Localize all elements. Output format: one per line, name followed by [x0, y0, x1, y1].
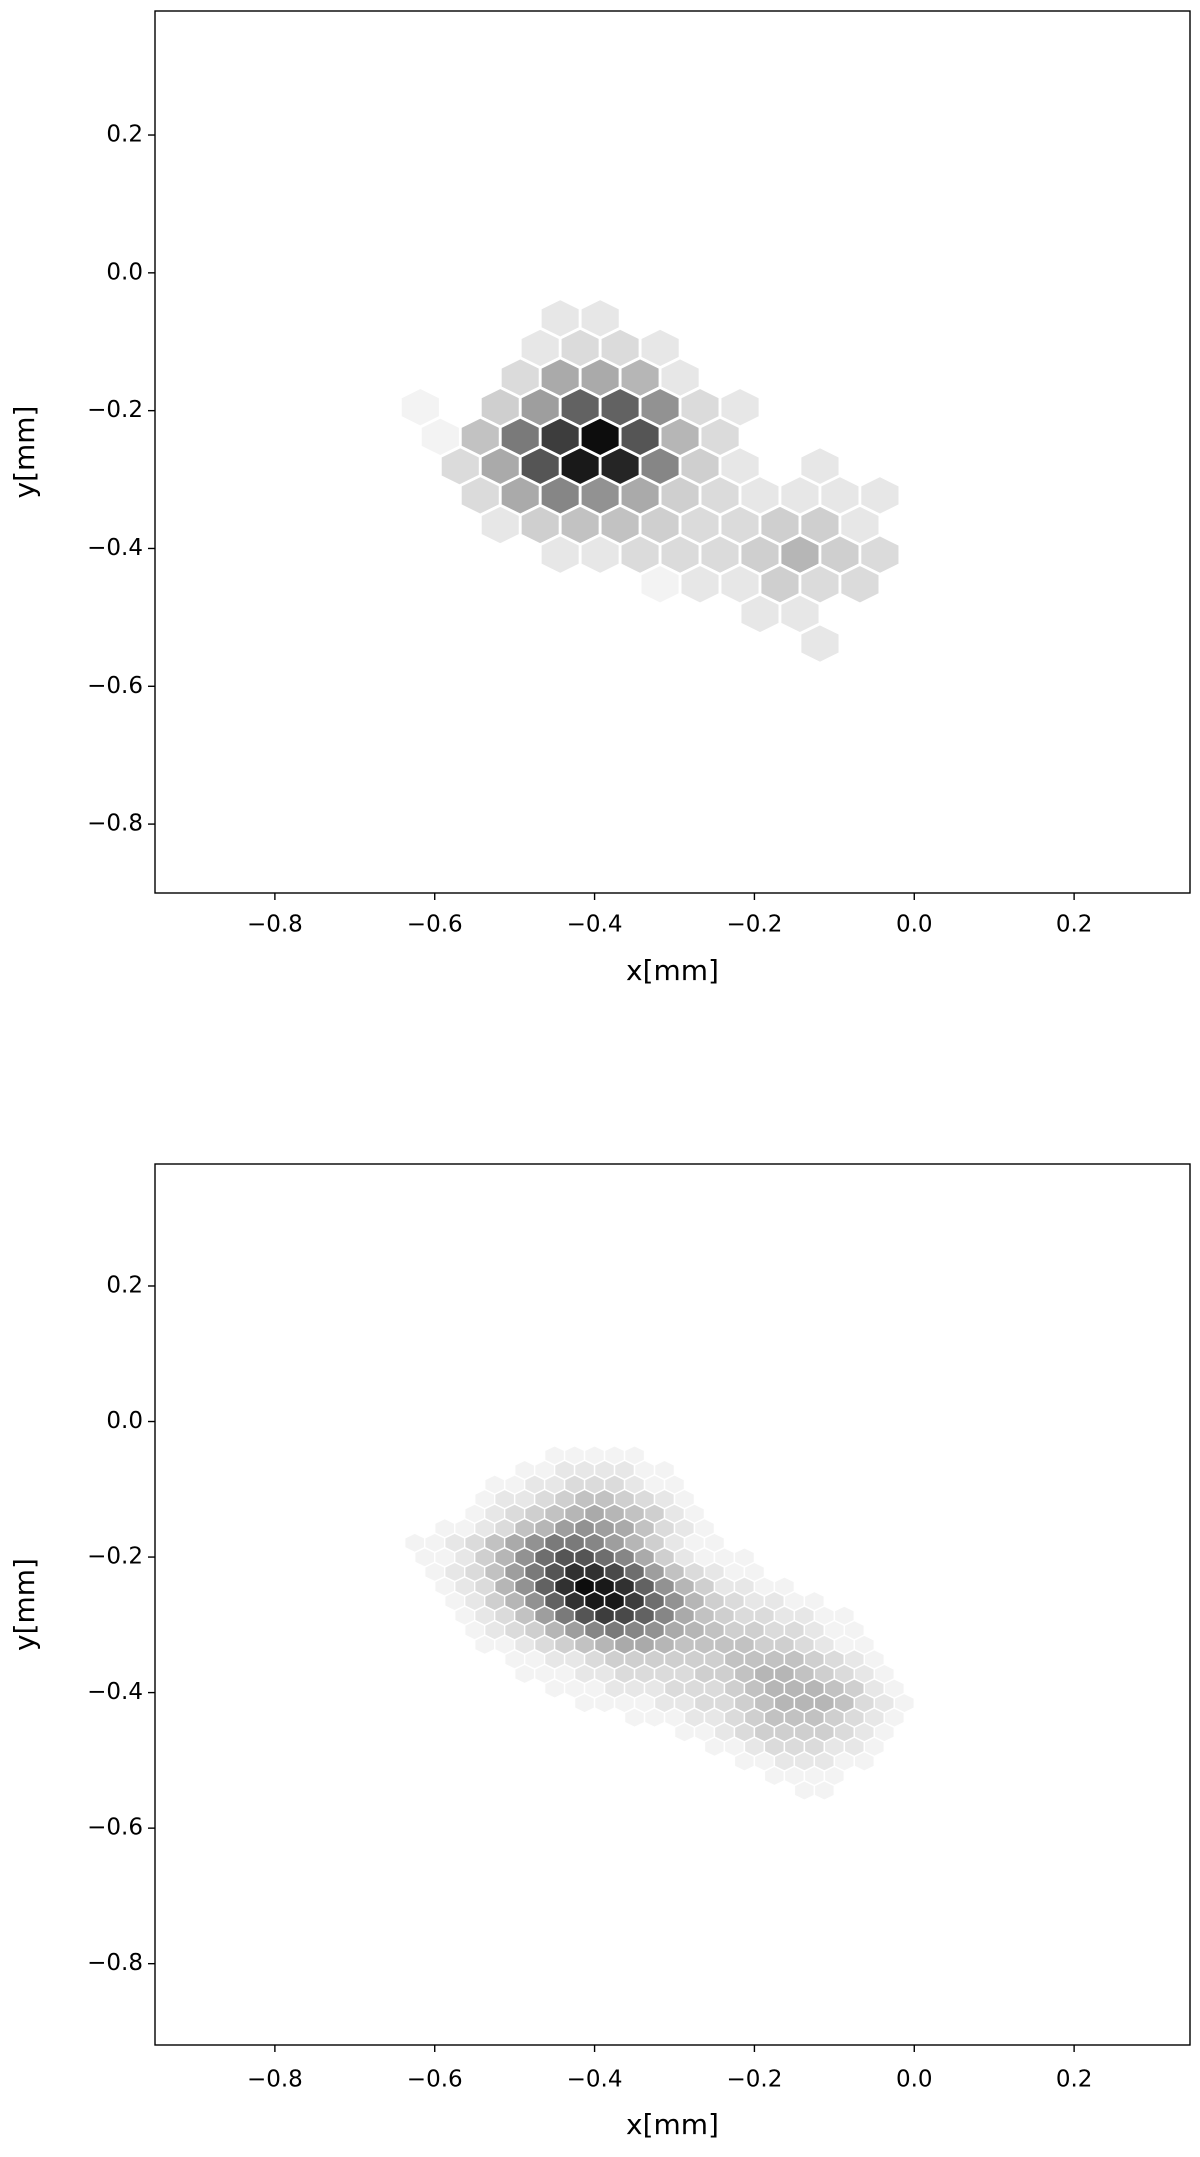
y-tick-label: 0.2 — [106, 1272, 143, 1298]
x-tick-label: 0.0 — [896, 2067, 933, 2093]
hexbin-cell — [763, 1765, 786, 1787]
x-tick-label: −0.6 — [407, 2067, 463, 2093]
x-tick-label: −0.2 — [726, 912, 782, 938]
y-tick-label: 0.2 — [106, 122, 143, 148]
hexbin-cell — [738, 592, 782, 636]
y-tick-label: −0.8 — [87, 1950, 143, 1976]
hexbin-cell — [678, 562, 722, 606]
x-tick-label: 0.2 — [1056, 912, 1093, 938]
hexbin-cell — [638, 562, 682, 606]
hexbin-cell — [573, 1692, 596, 1714]
y-tick-label: −0.4 — [87, 1679, 143, 1705]
hexes — [404, 1444, 915, 1802]
hexbin-cell — [593, 1692, 616, 1714]
hexbin-cell — [578, 533, 622, 576]
hexbin-cell — [538, 533, 582, 576]
hexbin-cell — [513, 1663, 536, 1685]
axes-frame — [154, 10, 1191, 894]
y-tick-label: 0.0 — [106, 1408, 143, 1434]
x-tick-label: −0.4 — [567, 912, 623, 938]
y-axis-label: y[mm] — [8, 406, 41, 499]
x-axis-label: x[mm] — [626, 954, 719, 987]
x-axis-label: x[mm] — [626, 2108, 719, 2141]
hexbin-cell — [478, 503, 522, 547]
hexbin-cell — [473, 1634, 496, 1656]
x-tick-label: −0.4 — [567, 2067, 623, 2093]
hexbin-cell — [838, 562, 882, 606]
y-tick-label: 0.0 — [106, 259, 143, 285]
y-tick-label: −0.8 — [87, 811, 143, 837]
x-tick-label: 0.0 — [896, 912, 933, 938]
hexbin-cell — [853, 1750, 876, 1772]
hexbin-cell — [793, 1780, 816, 1802]
hexes — [398, 297, 902, 665]
axes-frame — [154, 1163, 1191, 2046]
x-tick-label: −0.2 — [726, 2067, 782, 2093]
y-tick-label: −0.6 — [87, 673, 143, 699]
hexbin-cell — [733, 1750, 756, 1772]
hexbin-cell — [813, 1780, 836, 1802]
hexbin-cell — [703, 1736, 726, 1758]
y-axis-label: y[mm] — [8, 1558, 41, 1651]
hexbin-cell — [543, 1678, 566, 1700]
x-tick-label: −0.8 — [247, 2067, 303, 2093]
x-tick-label: −0.6 — [407, 912, 463, 938]
x-tick-label: 0.2 — [1056, 2067, 1093, 2093]
y-tick-label: −0.4 — [87, 535, 143, 561]
y-tick-label: −0.2 — [87, 1544, 143, 1570]
hexbin-cell — [643, 1707, 666, 1729]
hexbin-cell — [623, 1707, 646, 1729]
chart: −0.8 −0.6 −0.4 −0.2 0.0 0.2 0.2 0.0 −0.2 −0.4 −0.6… — [8, 10, 1191, 987]
chart: −0.8 −0.6 −0.4 −0.2 0.0 0.2 0.2 0.0 −0.2 −0.4 −0.6… — [8, 1163, 1191, 2141]
y-tick-label: −0.6 — [87, 1815, 143, 1841]
hexbin-cell — [673, 1721, 696, 1743]
hexbin-cell — [798, 622, 842, 665]
y-tick-label: −0.2 — [87, 397, 143, 423]
x-tick-label: −0.8 — [247, 912, 303, 938]
